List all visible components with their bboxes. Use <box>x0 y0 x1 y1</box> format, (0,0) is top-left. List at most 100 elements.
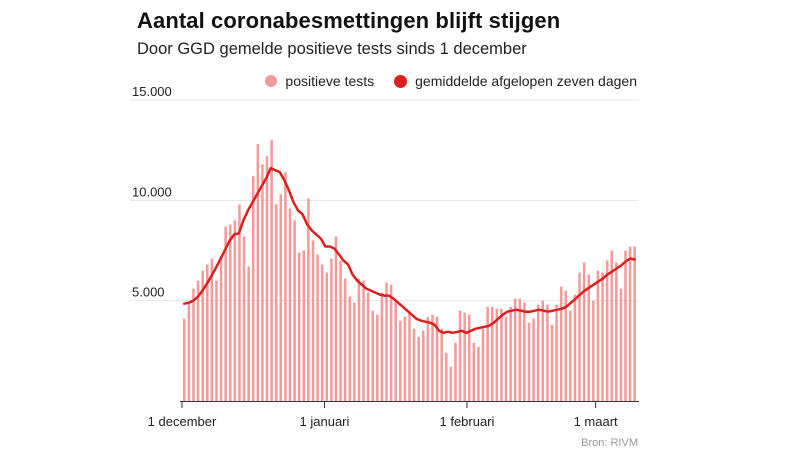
bar <box>224 226 227 401</box>
bar <box>284 172 287 401</box>
bar <box>334 236 338 401</box>
bar <box>219 256 223 401</box>
bar <box>339 260 342 401</box>
bar <box>615 262 618 401</box>
bar <box>228 224 232 401</box>
bar <box>422 330 425 401</box>
bar <box>316 254 319 401</box>
bar <box>426 316 430 401</box>
bar <box>362 280 365 401</box>
bar <box>371 310 374 401</box>
bar <box>325 272 329 401</box>
bar <box>546 304 549 401</box>
bar <box>238 204 241 401</box>
average-line <box>183 166 636 335</box>
bar <box>343 278 347 401</box>
bar <box>582 262 586 401</box>
bar <box>302 250 306 401</box>
bar <box>311 240 315 401</box>
bar <box>619 288 623 401</box>
bar <box>518 298 522 401</box>
bar <box>587 274 591 401</box>
bar <box>288 208 292 401</box>
bar <box>320 264 324 401</box>
bar <box>495 308 499 401</box>
bar <box>624 250 627 401</box>
bar <box>366 292 370 401</box>
bar <box>293 220 296 401</box>
bar <box>403 316 407 401</box>
bar <box>536 304 540 401</box>
bar <box>187 302 191 401</box>
bar <box>509 306 512 401</box>
bar <box>541 300 545 401</box>
bar <box>481 328 485 401</box>
bar <box>559 286 563 401</box>
bar <box>532 318 535 401</box>
bar <box>500 308 503 401</box>
bar <box>412 328 416 401</box>
y-tick-label: 10.000 <box>132 184 172 199</box>
legend-item-line: gemiddelde afgelopen zeven dagen <box>394 73 637 89</box>
bar <box>435 316 439 401</box>
line-series <box>183 166 636 335</box>
bar <box>596 270 600 401</box>
legend-item-bars: positieve tests <box>265 73 374 89</box>
bar <box>408 312 411 401</box>
x-tick-label: 1 januari <box>300 414 350 429</box>
bar <box>380 292 384 401</box>
bar <box>279 194 283 401</box>
x-tick-label: 1 februari <box>439 414 494 429</box>
legend-line-swatch <box>394 74 408 88</box>
bar <box>592 300 595 401</box>
bar <box>513 298 517 401</box>
bar <box>353 302 356 401</box>
bar <box>256 144 260 401</box>
bar <box>192 288 195 401</box>
bar <box>394 300 397 401</box>
bar-series <box>183 140 636 401</box>
source-note: Bron: RIVM <box>581 437 638 449</box>
bar <box>628 246 632 401</box>
axes: 5.000 10.000 15.000 1 december 1 januari 1 fe… <box>132 84 639 429</box>
bar <box>458 310 462 401</box>
bar <box>399 320 402 401</box>
bar <box>201 270 204 401</box>
chart-subtitle: Door GGD gemelde positieve tests sinds 1… <box>137 40 527 58</box>
bar <box>307 198 310 401</box>
bar <box>523 302 526 401</box>
bar <box>472 342 476 401</box>
bar <box>601 272 604 401</box>
bar <box>440 328 443 401</box>
bar <box>610 250 613 401</box>
bar <box>247 266 250 401</box>
bar <box>633 246 636 401</box>
bar <box>454 342 457 401</box>
bar <box>490 306 494 401</box>
bar <box>605 260 609 401</box>
legend-label-line: gemiddelde afgelopen zeven dagen <box>415 73 637 89</box>
bar <box>297 252 301 401</box>
bar <box>445 352 448 401</box>
bar <box>564 290 568 401</box>
grid-lines <box>130 99 639 302</box>
bar <box>215 280 218 401</box>
bar <box>251 176 255 401</box>
y-tick-label: 15.000 <box>132 84 172 99</box>
bar <box>265 156 269 401</box>
x-tick-label: 1 maart <box>574 414 618 429</box>
legend-bar-swatch <box>265 75 278 87</box>
bar <box>550 324 554 401</box>
bar <box>449 366 453 401</box>
bar <box>357 278 361 401</box>
bar <box>183 318 186 401</box>
legend-label-bars: positieve tests <box>285 73 375 89</box>
bar <box>431 314 434 401</box>
bar <box>385 282 388 401</box>
bar <box>527 322 531 401</box>
bar <box>477 346 480 401</box>
bar <box>233 220 237 401</box>
bar <box>389 284 393 401</box>
bar <box>206 264 209 401</box>
